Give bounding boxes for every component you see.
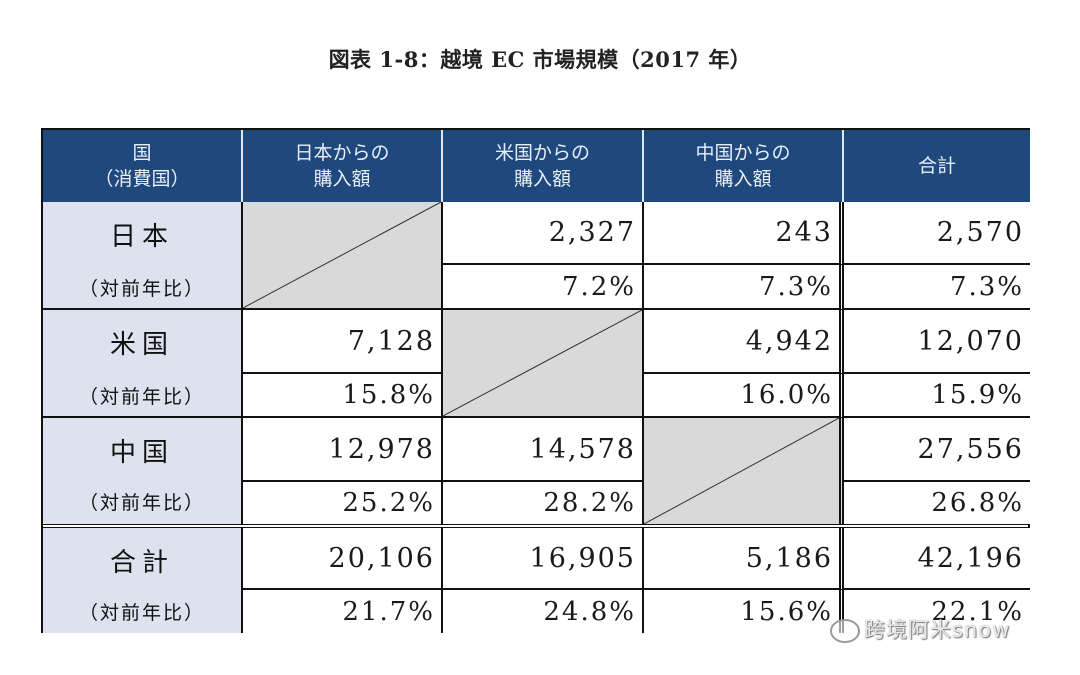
cell-japan-from-china-amount: 243 — [644, 202, 844, 265]
row-label-china-yoy: （対前年比） — [78, 492, 205, 514]
row-label-us-name: 米国 — [109, 330, 174, 360]
cell-total-from-japan-yoy: 21.7% — [243, 590, 443, 633]
cell-us-from-china-yoy: 16.0% — [644, 374, 844, 418]
header-country: 国 （消費国） — [43, 130, 243, 202]
header-from-japan: 日本からの 購入額 — [243, 130, 443, 202]
cell-china-total-yoy: 26.8% — [844, 482, 1030, 524]
cell-total-from-us-yoy: 24.8% — [443, 590, 644, 633]
header-from-us-line1: 米国からの — [494, 142, 590, 164]
cell-japan-from-china-yoy: 7.3% — [644, 265, 844, 310]
header-country-line1: 国 — [132, 142, 152, 164]
header-from-us: 米国からの 購入額 — [443, 130, 644, 202]
header-from-china-line1: 中国からの — [695, 142, 791, 164]
header-from-china: 中国からの 購入額 — [644, 130, 844, 202]
row-label-china-name: 中国 — [109, 438, 174, 468]
cell-china-from-us-yoy: 28.2% — [443, 482, 644, 524]
watermark: 跨境阿米snow — [830, 614, 1010, 644]
page-title: 図表 1-8：越境 EC 市場規模（2017 年） — [328, 47, 752, 72]
cell-us-from-japan-amount: 7,128 — [243, 310, 443, 374]
diagonal-line-icon — [644, 418, 839, 524]
cell-japan-from-us-yoy: 7.2% — [443, 265, 644, 310]
cell-total-total-yoy: 22.1% — [844, 590, 1030, 633]
na-cell-japan-japan — [243, 202, 443, 310]
row-label-japan-name: 日本 — [109, 222, 174, 252]
na-cell-china-china — [644, 418, 844, 524]
double-divider-line — [43, 524, 1028, 525]
row-label-total: 合計 （対前年比） — [43, 528, 243, 633]
header-from-china-line2: 購入額 — [714, 168, 772, 190]
row-label-total-name: 合計 — [109, 548, 174, 578]
row-label-us-yoy: （対前年比） — [78, 386, 205, 408]
row-label-china: 中国 （対前年比） — [43, 418, 243, 524]
cell-china-from-japan-yoy: 25.2% — [243, 482, 443, 524]
row-label-us: 米国 （対前年比） — [43, 310, 243, 418]
diagonal-line-icon — [243, 202, 441, 308]
cell-china-from-us-amount: 14,578 — [443, 418, 644, 482]
cell-total-from-china-amount: 5,186 — [644, 528, 844, 590]
cell-us-from-china-amount: 4,942 — [644, 310, 844, 374]
cell-us-from-japan-yoy: 15.8% — [243, 374, 443, 418]
header-country-line2: （消費国） — [94, 168, 190, 190]
cell-total-total-amount: 42,196 — [844, 528, 1030, 590]
cross-border-ec-table: 国 （消費国） 日本からの 購入額 米国からの 購入額 中国からの 購入額 合計… — [41, 128, 1030, 633]
cell-china-total-amount: 27,556 — [844, 418, 1030, 482]
cell-us-total-amount: 12,070 — [844, 310, 1030, 374]
row-label-japan-yoy: （対前年比） — [78, 278, 205, 300]
header-from-japan-line2: 購入額 — [313, 168, 371, 190]
cell-japan-from-us-amount: 2,327 — [443, 202, 644, 265]
cell-total-from-japan-amount: 20,106 — [243, 528, 443, 590]
na-cell-us-us — [443, 310, 644, 418]
header-total: 合計 — [844, 130, 1030, 202]
diagonal-line-icon — [443, 310, 642, 416]
cell-china-from-japan-amount: 12,978 — [243, 418, 443, 482]
cell-japan-total-yoy: 7.3% — [844, 265, 1030, 310]
row-label-japan: 日本 （対前年比） — [43, 202, 243, 310]
cell-japan-total-amount: 2,570 — [844, 202, 1030, 265]
header-from-japan-line1: 日本からの — [294, 142, 390, 164]
header-from-us-line2: 購入額 — [513, 168, 571, 190]
cell-total-from-us-amount: 16,905 — [443, 528, 644, 590]
double-divider-line — [43, 527, 1028, 528]
cell-total-from-china-yoy: 15.6% — [644, 590, 844, 633]
cell-us-total-yoy: 15.9% — [844, 374, 1030, 418]
wechat-icon — [830, 619, 860, 643]
watermark-text: 跨境阿米snow — [864, 618, 1011, 642]
row-label-total-yoy: （対前年比） — [78, 602, 205, 624]
header-total-line1: 合計 — [917, 155, 956, 177]
